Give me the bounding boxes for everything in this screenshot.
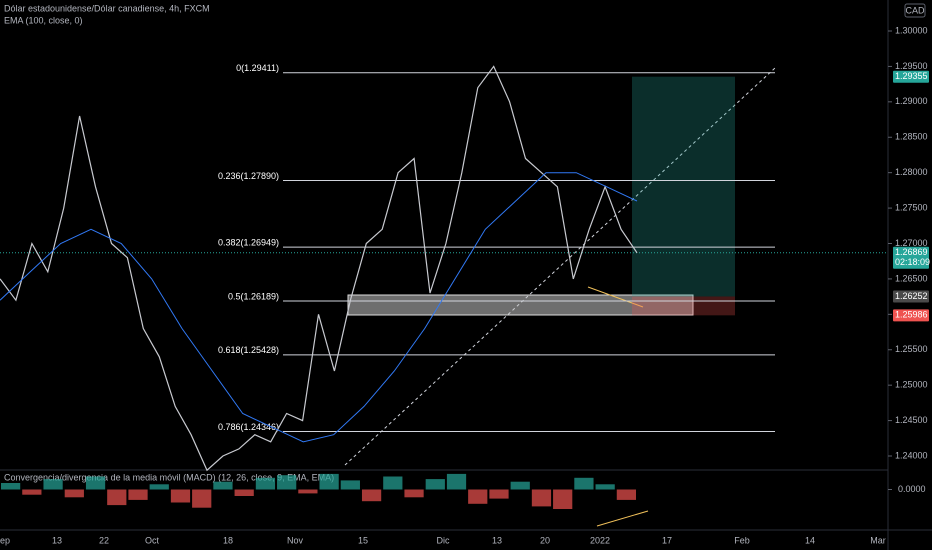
macd-bar [170, 489, 191, 503]
macd-bar [1, 483, 21, 490]
macd-bar [277, 475, 297, 490]
price-tag [893, 246, 929, 269]
macd-bar [298, 489, 318, 494]
macd-bar [531, 489, 552, 507]
macd-bar [43, 479, 63, 490]
price-line [0, 65, 638, 472]
price-tag [893, 309, 929, 322]
price-tag-label: 1.26252 [895, 291, 928, 301]
y-tick-label: 1.24000 [895, 450, 928, 460]
macd-bar [616, 489, 636, 500]
price-tag [893, 70, 929, 83]
macd-bar [22, 489, 42, 495]
x-tick-label: Mar [870, 535, 886, 545]
macd-bar [489, 489, 509, 499]
y-tick-label: 1.29000 [895, 96, 928, 106]
y-tick-label: 1.27500 [895, 202, 928, 212]
y-tick-label: 1.28000 [895, 167, 928, 177]
support-zone [347, 294, 694, 316]
y-tick-label: 1.25000 [895, 380, 928, 390]
macd-bar [234, 489, 254, 496]
ema-line [0, 172, 638, 443]
x-tick-label: 13 [52, 535, 62, 545]
macd-bar [64, 489, 84, 498]
x-tick-label: 22 [99, 535, 109, 545]
y-tick-label: 1.30000 [895, 25, 928, 35]
macd-bar [404, 489, 424, 498]
target-zone [632, 76, 735, 297]
x-tick-label: 17 [662, 535, 672, 545]
macd-label: Convergencia/divergencia de la media móv… [4, 472, 334, 482]
x-tick-label: ep [0, 535, 10, 545]
macd-bar [149, 484, 169, 490]
divergence-line [587, 286, 644, 308]
macd-bar [128, 489, 148, 500]
macd-bar [383, 476, 403, 490]
x-tick-label: Dic [437, 535, 450, 545]
indicator-label: EMA (100, close, 0) [4, 15, 83, 25]
countdown: 02:18:09 [895, 257, 930, 267]
x-tick-label: Feb [734, 535, 750, 545]
price-tag-label: 1.25986 [895, 310, 928, 320]
stop-zone [632, 296, 735, 316]
macd-bar [553, 489, 573, 509]
macd-bar [425, 479, 445, 490]
currency: CAD [905, 5, 925, 15]
macd-tick-label: 0.0000 [898, 484, 926, 494]
macd-bar [107, 489, 127, 506]
macd-bar [361, 489, 382, 502]
x-tick-label: 13 [492, 535, 502, 545]
macd-bar [468, 489, 488, 504]
fib-label: 0.382(1.26949) [218, 237, 279, 247]
price-tag-label: 1.29355 [895, 71, 928, 81]
x-tick-label: Oct [145, 535, 160, 545]
fib-label: 0.618(1.25428) [218, 345, 279, 355]
macd-bar [85, 476, 106, 490]
fib-label: 0(1.29411) [236, 63, 279, 73]
symbol-title: Dólar estadounidense/Dólar canadiense, 4… [4, 3, 210, 13]
currency-box [904, 3, 926, 18]
macd-bar [446, 473, 467, 490]
trend-line [344, 67, 776, 466]
y-tick-label: 1.29500 [895, 61, 928, 71]
x-tick-label: 14 [805, 535, 815, 545]
macd-bar [595, 484, 615, 490]
x-tick-label: 20 [540, 535, 550, 545]
macd-bar [340, 480, 360, 490]
x-tick-label: 18 [223, 535, 233, 545]
macd-bar [574, 477, 594, 490]
macd-bar [319, 473, 339, 490]
macd-bar [510, 481, 530, 490]
x-tick-label: 15 [358, 535, 368, 545]
y-tick-label: 1.26500 [895, 273, 928, 283]
macd-bar [213, 481, 233, 490]
x-tick-label: 2022 [590, 535, 610, 545]
fib-label: 0.5(1.26189) [228, 291, 279, 301]
y-tick-label: 1.27000 [895, 238, 928, 248]
y-tick-label: 1.24500 [895, 415, 928, 425]
fib-label: 0.236(1.27890) [218, 171, 279, 181]
y-tick-label: 1.25500 [895, 344, 928, 354]
fib-label: 0.786(1.24346) [218, 422, 279, 432]
price-tag [893, 290, 929, 303]
macd-bar [192, 489, 212, 508]
x-tick-label: Nov [287, 535, 304, 545]
macd-divergence-line [596, 510, 649, 527]
macd-bar [255, 477, 276, 490]
price-tag-label: 1.26869 [895, 247, 928, 257]
y-tick-label: 1.28500 [895, 132, 928, 142]
